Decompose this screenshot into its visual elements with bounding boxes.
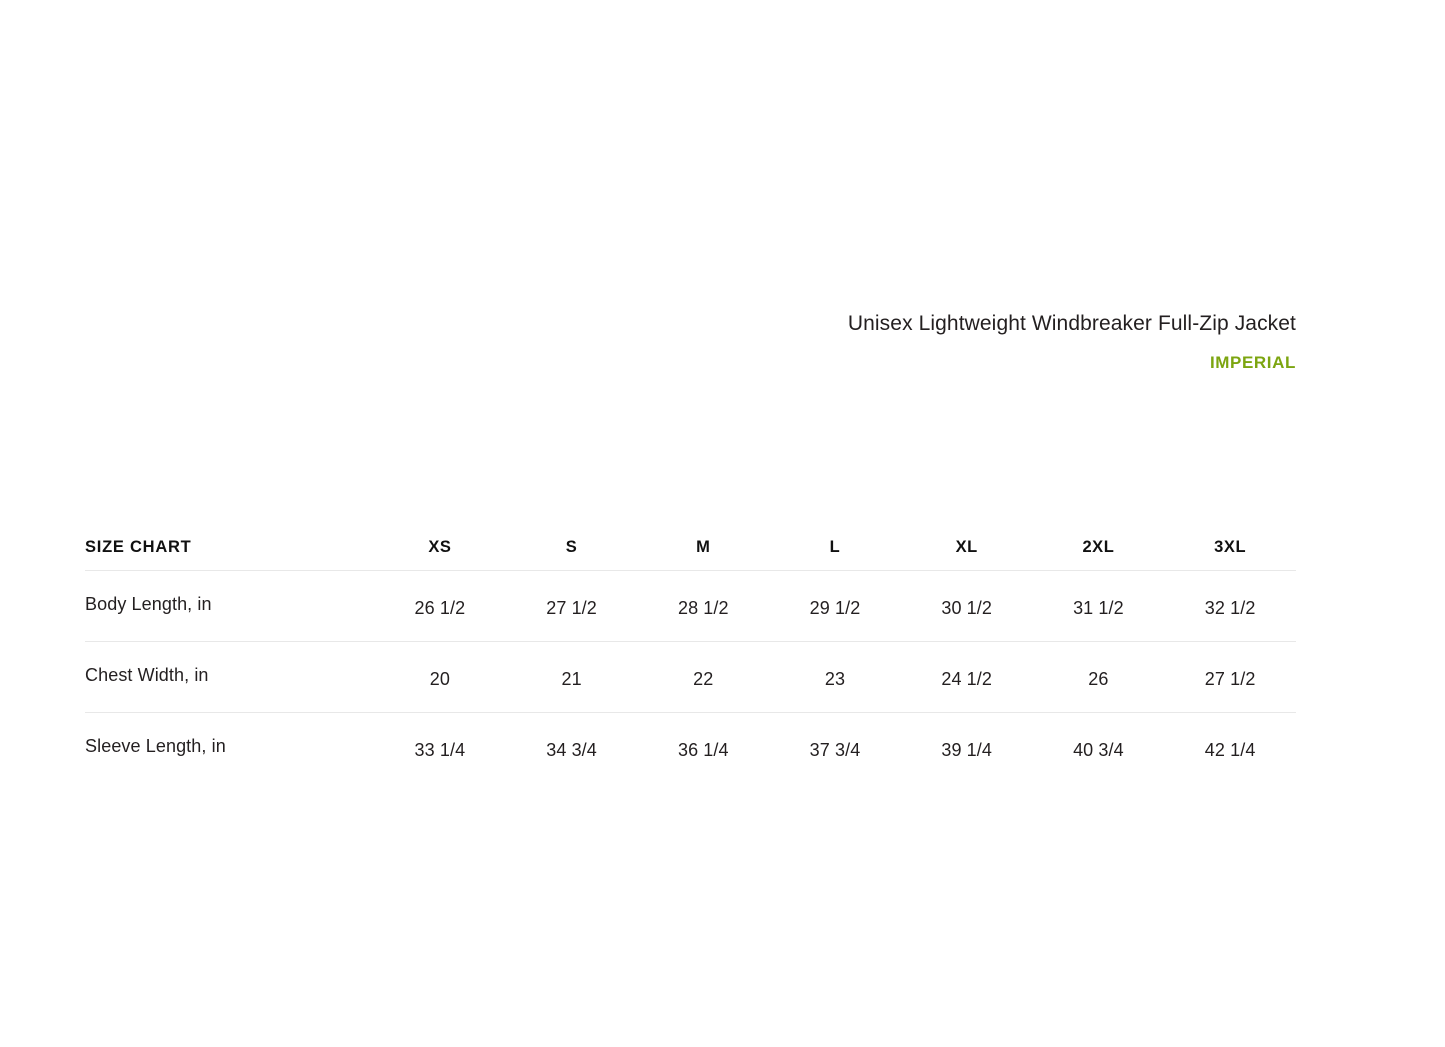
- cell-sleeve-length-l: 37 3/4: [809, 739, 861, 760]
- column-header-xs: XS: [374, 524, 506, 571]
- row-label-body-length: Body Length, in: [85, 570, 375, 642]
- page-title: Unisex Lightweight Windbreaker Full-Zip …: [847, 312, 1296, 335]
- column-header-2xl: 2XL: [1032, 524, 1165, 571]
- table-row: Body Length, in 26 1/2 27 1/2 28 1/2 29 …: [85, 570, 1296, 642]
- cell-body-length-xl: 30 1/2: [900, 570, 1033, 642]
- cell-body-length-3xl: 32 1/2: [1164, 570, 1296, 642]
- column-header-l: L: [769, 524, 901, 571]
- column-header-m: M: [637, 524, 770, 571]
- cell-sleeve-length-3xl: 42 1/4: [1204, 739, 1256, 760]
- cell-chest-width-l: 23: [769, 641, 901, 713]
- cell-sleeve-length-xs: 33 1/4: [414, 739, 466, 760]
- column-header-size-chart: SIZE CHART: [85, 524, 375, 571]
- table-head: SIZE CHART XS S M L XL 2XL 3XL: [85, 524, 1296, 571]
- cell-chest-width-xs: 20: [374, 641, 506, 713]
- table-header-row: SIZE CHART XS S M L XL 2XL 3XL: [85, 524, 1296, 571]
- cell-body-length-2xl: 31 1/2: [1032, 570, 1165, 642]
- column-header-3xl: 3XL: [1164, 524, 1296, 571]
- table-body: Body Length, in 26 1/2 27 1/2 28 1/2 29 …: [85, 570, 1296, 784]
- size-chart-table: SIZE CHART XS S M L XL 2XL 3XL Body Leng…: [85, 524, 1296, 783]
- unit-system-label: IMPERIAL: [1209, 353, 1296, 373]
- cell-body-length-xs: 26 1/2: [374, 570, 506, 642]
- column-header-xl: XL: [900, 524, 1033, 571]
- cell-sleeve-length-s: 34 3/4: [546, 739, 597, 760]
- title-block: Unisex Lightweight Windbreaker Full-Zip …: [0, 311, 1296, 374]
- cell-chest-width-s: 21: [505, 641, 638, 713]
- cell-chest-width-m: 22: [637, 641, 770, 713]
- cell-body-length-m: 28 1/2: [637, 570, 770, 642]
- table-row: Chest Width, in 20 21 22 23 24 1/2 26 27…: [85, 641, 1296, 713]
- cell-chest-width-2xl: 26: [1032, 641, 1165, 713]
- cell-body-length-l: 29 1/2: [769, 570, 901, 642]
- cell-chest-width-xl: 24 1/2: [900, 641, 1033, 713]
- cell-sleeve-length-m: 36 1/4: [677, 739, 729, 760]
- row-label-chest-width: Chest Width, in: [85, 641, 375, 713]
- column-header-s: S: [505, 524, 638, 571]
- cell-body-length-s: 27 1/2: [505, 570, 638, 642]
- cell-chest-width-3xl: 27 1/2: [1164, 641, 1296, 713]
- cell-sleeve-length-2xl: 40 3/4: [1073, 739, 1124, 760]
- row-label-sleeve-length: Sleeve Length, in: [85, 735, 226, 756]
- cell-sleeve-length-xl: 39 1/4: [941, 739, 993, 760]
- table-row: Sleeve Length, in 33 1/4 34 3/4 36 1/4 3…: [85, 713, 1296, 784]
- size-chart-table-container: SIZE CHART XS S M L XL 2XL 3XL Body Leng…: [85, 524, 1296, 783]
